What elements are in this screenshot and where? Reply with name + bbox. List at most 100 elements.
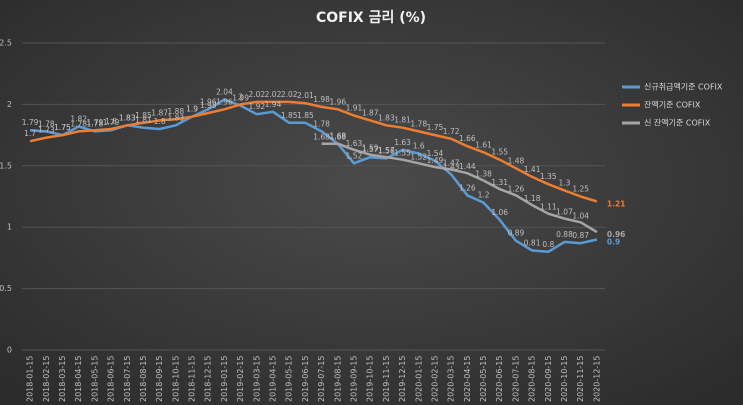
series-line	[321, 142, 598, 234]
legend-label: 신 잔액기준 COFIX	[644, 118, 711, 128]
data-label: 1.78	[87, 119, 104, 128]
data-label: 1.75	[427, 123, 444, 132]
x-tick-label: 2019-05-15	[285, 356, 294, 403]
y-tick-label: 0.5	[0, 284, 12, 293]
data-label: 1.41	[524, 165, 541, 174]
data-label: 0.9	[607, 237, 620, 246]
data-label: 0.8	[542, 240, 554, 249]
data-label: 1.31	[491, 178, 508, 187]
x-tick-label: 2019-11-15	[382, 356, 391, 403]
data-label: 0.96	[607, 230, 626, 239]
data-label: 1.85	[281, 111, 298, 120]
data-label: 1.44	[459, 162, 476, 171]
data-label: 1.07	[556, 208, 573, 217]
data-label: 1.57	[378, 146, 395, 155]
data-label: 0.89	[508, 229, 525, 238]
data-label: 1.96	[200, 97, 217, 106]
data-label: 1.88	[167, 107, 184, 116]
data-label: 1.83	[119, 113, 136, 122]
x-tick-label: 2018-10-15	[171, 356, 180, 403]
data-label: 1.79	[103, 118, 120, 127]
x-tick-label: 2018-04-15	[74, 356, 83, 403]
data-label: 1.94	[265, 100, 282, 109]
data-label: 1.59	[362, 144, 379, 153]
data-label: 1.04	[572, 211, 589, 220]
data-label: 1.79	[22, 118, 39, 127]
data-label: 0.87	[572, 231, 589, 240]
y-tick-label: 0	[7, 346, 12, 355]
data-label: 1.3	[559, 178, 571, 187]
legend-label: 잔액기준 COFIX	[644, 100, 701, 110]
data-label: 1.68	[329, 133, 346, 142]
series-line	[29, 100, 598, 203]
data-label: 1.75	[54, 123, 71, 132]
x-tick-label: 2020-07-15	[511, 356, 520, 403]
data-label: 1.26	[459, 183, 476, 192]
x-tick-label: 2020-01-15	[414, 356, 423, 403]
x-tick-label: 2018-03-15	[58, 356, 67, 403]
data-label: 1.85	[297, 111, 314, 120]
data-label: 1.81	[394, 116, 411, 125]
y-tick-label: 2	[7, 100, 12, 109]
x-tick-label: 2018-09-15	[155, 356, 164, 403]
legend-label: 신규취급액기준 COFIX	[644, 82, 723, 92]
data-label: 1.63	[394, 138, 411, 147]
data-label: 0.88	[556, 230, 573, 239]
data-label: 1.35	[540, 172, 557, 181]
data-label: 1.92	[248, 102, 265, 111]
data-label: 1.52	[410, 152, 427, 161]
data-label: 1.49	[427, 156, 444, 165]
data-label: 1.68	[329, 132, 346, 141]
data-label: 1.91	[346, 103, 363, 112]
data-label: 1.8	[105, 117, 117, 126]
data-label: 1.87	[362, 108, 379, 117]
data-label: 1.85	[135, 111, 152, 120]
data-label: 1.8	[154, 117, 166, 126]
data-label: 1.56	[378, 146, 395, 155]
data-label: 1.66	[459, 134, 476, 143]
data-label: 1.11	[540, 203, 557, 212]
data-label: 1.72	[443, 127, 460, 136]
x-tick-label: 2018-01-15	[26, 356, 35, 403]
data-label: 1.83	[119, 113, 136, 122]
x-tick-label: 2020-03-15	[447, 356, 456, 403]
data-label: 1.26	[508, 184, 525, 193]
data-label: 1.54	[427, 149, 444, 158]
x-tick-label: 2019-07-15	[317, 356, 326, 403]
x-tick-label: 2020-09-15	[544, 356, 553, 403]
x-tick-label: 2019-10-15	[366, 356, 375, 403]
data-label: 1.78	[38, 119, 55, 128]
data-label: 1.21	[607, 199, 626, 208]
data-label: 1.47	[443, 158, 460, 167]
data-label: 2.01	[297, 91, 314, 100]
data-label: 2.02	[248, 90, 265, 99]
x-tick-label: 2018-06-15	[107, 356, 116, 403]
x-tick-label: 2020-10-15	[560, 356, 569, 403]
data-label: 1.99	[232, 94, 249, 103]
y-tick-label: 2.5	[0, 39, 12, 48]
data-label: 1.43	[443, 162, 460, 171]
x-tick-label: 2018-02-15	[42, 356, 51, 403]
y-tick-label: 1	[7, 223, 12, 232]
x-tick-label: 2020-08-15	[528, 356, 537, 403]
data-label: 1.6	[413, 142, 425, 151]
data-label: 1.9	[186, 105, 198, 114]
data-label: 1.82	[70, 115, 87, 124]
data-label: 1.78	[70, 119, 87, 128]
x-tick-label: 2020-12-15	[592, 356, 601, 403]
data-label: 1.7	[24, 129, 36, 138]
data-label: 1.79	[87, 118, 104, 127]
data-label: 1.18	[524, 194, 541, 203]
x-tick-label: 2019-09-15	[349, 356, 358, 403]
data-label: 1.52	[346, 151, 363, 160]
data-label: 1.48	[508, 156, 525, 165]
data-label: 2.02	[281, 90, 298, 99]
x-tick-label: 2019-08-15	[333, 356, 342, 403]
x-tick-label: 2018-12-15	[204, 356, 213, 403]
x-tick-label: 2020-04-15	[463, 356, 472, 403]
chart-title: COFIX 금리 (%)	[316, 10, 426, 26]
data-label: 1.73	[38, 126, 55, 135]
